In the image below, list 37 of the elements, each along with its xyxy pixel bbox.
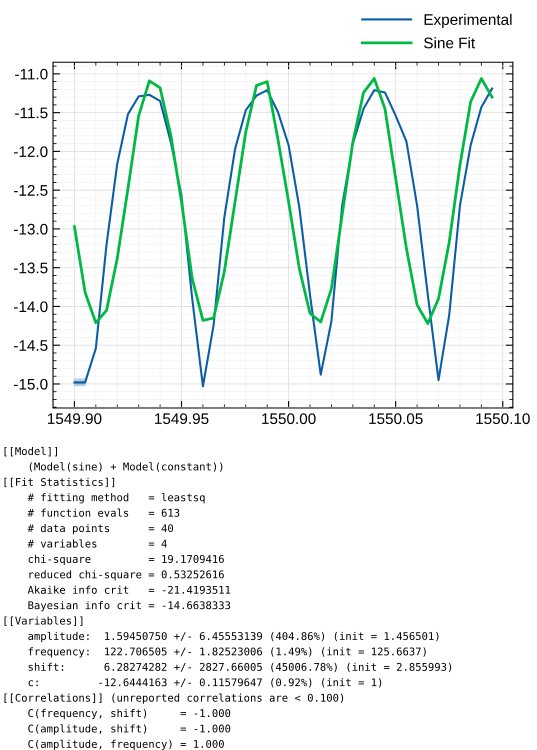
text: # function evals = 613 (28, 508, 180, 517)
text: [[Fit Statistics]] (4, 478, 114, 488)
text: [[Variables]] (4, 616, 82, 626)
y-tick-label: -12.5 (14, 185, 48, 196)
x-tick-label: 1549.95 (155, 413, 208, 424)
text: # fitting method = leastsq (28, 493, 205, 504)
text: # variables = 4 (28, 539, 167, 548)
y-tick-label: -11.0 (15, 68, 48, 80)
text: Akaike info crit = -21.4193511 (28, 586, 230, 594)
text: [[Correlations]] (unreported correlations are < 0.100) (4, 693, 344, 704)
x-tick-label: 1550.00 (262, 413, 316, 424)
text: chi-square = 19.1709416 (28, 554, 224, 566)
text: frequency: 122.706505 +/- 1.82523006 (1.49%) (init = 125.6637) (28, 647, 426, 658)
line-series (73, 77, 494, 325)
legend-label: Experimental (424, 14, 512, 28)
text: C(amplitude, shift) = -1.000 (28, 724, 230, 735)
text: reduced chi-square = 0.53252616 (29, 570, 224, 580)
text: (Model(sine) + Model(constant)) (30, 462, 222, 472)
y-tick-label: -14.5 (14, 340, 48, 351)
y-tick-label: -13.5 (14, 262, 48, 274)
y-tick-label: -13.0 (14, 224, 48, 235)
text: [[Model]] (4, 446, 57, 456)
legend-label: Sine Fit (424, 37, 476, 48)
text: c: -12.6444163 +/- 0.11579647 (0.92%) (init = 1) (28, 678, 382, 688)
x-tick-label: 1549.90 (48, 413, 102, 424)
y-tick-label: -14.0 (14, 301, 48, 312)
text: shift: 6.28274282 +/- 2827.66005 (45006.78%) (init = 2.855993) (28, 662, 452, 672)
x-tick-label: 1550.10 (476, 413, 530, 424)
text: # data points = 40 (28, 524, 174, 534)
y-tick-label: -15.0 (14, 378, 48, 390)
text: C(frequency, shift) = -1.000 (28, 708, 230, 720)
x-tick-label: 1550.05 (369, 413, 423, 424)
text: Bayesian info crit = -14.6638333 (28, 601, 230, 612)
y-tick-label: -12.0 (14, 146, 48, 158)
y-tick-label: -11.5 (15, 108, 48, 118)
text: amplitude: 1.59450750 +/- 6.45553139 (404.86%) (init = 1.456501) (28, 632, 438, 642)
text: C(amplitude, frequency) = 1.000 (28, 740, 224, 750)
